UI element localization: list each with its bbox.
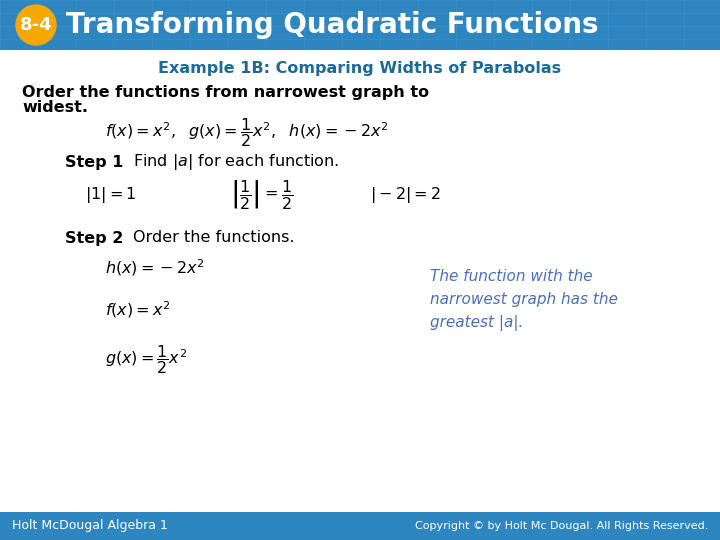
- Text: Order the functions.: Order the functions.: [133, 231, 294, 246]
- FancyBboxPatch shape: [0, 0, 720, 50]
- Text: Copyright © by Holt Mc Dougal. All Rights Reserved.: Copyright © by Holt Mc Dougal. All Right…: [415, 521, 708, 531]
- Text: $|-2| = 2$: $|-2| = 2$: [370, 185, 441, 205]
- Text: $\mathit{f}(\mathit{x}) = \mathit{x}^2,\ \ \mathit{g}(\mathit{x}) = \dfrac{1}{2}: $\mathit{f}(\mathit{x}) = \mathit{x}^2,\…: [105, 117, 389, 150]
- Text: Order the functions from narrowest graph to: Order the functions from narrowest graph…: [22, 85, 429, 100]
- Text: The function with the
narrowest graph has the
greatest |a|.: The function with the narrowest graph ha…: [430, 268, 618, 332]
- Text: $\mathit{g}(\mathit{x}) = \dfrac{1}{2}\mathit{x}^2$: $\mathit{g}(\mathit{x}) = \dfrac{1}{2}\m…: [105, 343, 187, 376]
- Text: $|1| = 1$: $|1| = 1$: [85, 185, 136, 205]
- Text: $\mathit{f}(\mathit{x}) = \mathit{x}^2$: $\mathit{f}(\mathit{x}) = \mathit{x}^2$: [105, 300, 171, 320]
- Text: Step 2: Step 2: [65, 231, 129, 246]
- Text: 8-4: 8-4: [19, 16, 53, 34]
- Text: $\mathit{h}(\mathit{x}) = -2\mathit{x}^2$: $\mathit{h}(\mathit{x}) = -2\mathit{x}^2…: [105, 258, 204, 278]
- Text: Holt McDougal Algebra 1: Holt McDougal Algebra 1: [12, 519, 168, 532]
- FancyBboxPatch shape: [0, 512, 720, 540]
- Text: Transforming Quadratic Functions: Transforming Quadratic Functions: [66, 11, 598, 39]
- Circle shape: [16, 5, 56, 45]
- Text: widest.: widest.: [22, 100, 88, 116]
- Text: Example 1B: Comparing Widths of Parabolas: Example 1B: Comparing Widths of Parabola…: [158, 60, 562, 76]
- Text: Find $|a|$ for each function.: Find $|a|$ for each function.: [133, 152, 339, 172]
- Text: $\left|\dfrac{1}{2}\right| = \dfrac{1}{2}$: $\left|\dfrac{1}{2}\right| = \dfrac{1}{2…: [230, 179, 294, 212]
- Text: Step 1: Step 1: [65, 154, 129, 170]
